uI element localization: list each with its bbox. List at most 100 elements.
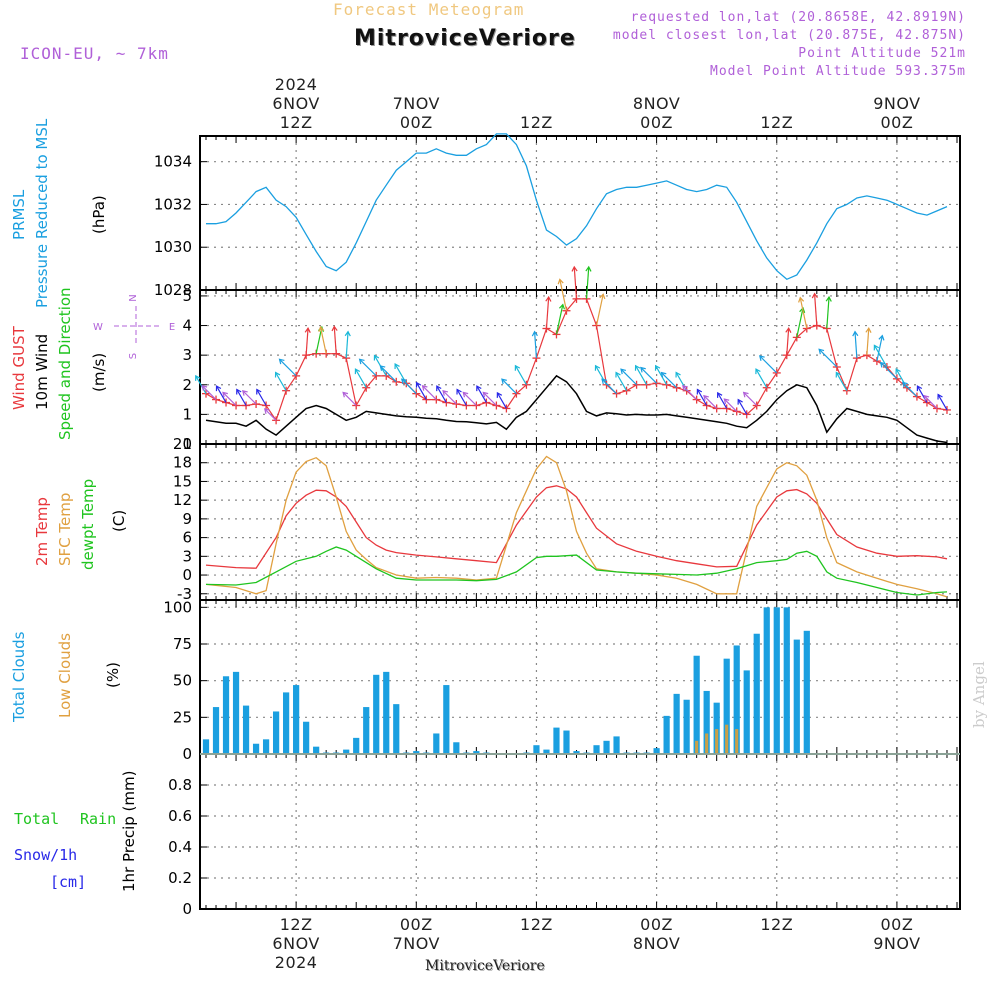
y-tick-label: 2	[182, 376, 192, 394]
wind-arrow	[456, 389, 467, 406]
bar-total-clouds	[693, 655, 700, 753]
bar-total-clouds	[383, 671, 390, 753]
wind-arrow	[222, 391, 237, 406]
bar-low-clouds	[695, 740, 699, 753]
y-tick-label: 1034	[154, 153, 192, 171]
bar-total-clouds	[673, 693, 680, 753]
wind-arrowhead	[342, 391, 349, 398]
wind-arrow	[476, 385, 487, 403]
time-label-top: 8NOV	[633, 94, 680, 113]
y-tick-label: 0.8	[168, 776, 192, 794]
wind-arrowhead	[318, 325, 325, 332]
wind-arrowhead	[501, 378, 507, 385]
wind-arrowhead	[263, 408, 270, 414]
wind-arrow	[585, 266, 590, 299]
wind-arrowhead	[785, 327, 792, 333]
compass-n: N	[128, 294, 139, 301]
wind-arrowhead	[654, 364, 661, 371]
y-tick-label: 0	[182, 900, 192, 918]
wind-arrow	[696, 389, 708, 406]
bar-total-clouds	[683, 699, 690, 753]
wind-arrowhead	[476, 385, 482, 392]
series-line-sfc	[205, 455, 948, 598]
wind-arrowhead	[421, 384, 428, 391]
y-tick-label: 0.6	[168, 807, 192, 825]
wind-arrowhead	[742, 391, 749, 398]
panel-frame	[199, 599, 961, 755]
wind-arrowhead	[852, 330, 859, 337]
wind-arrowhead	[755, 368, 761, 375]
bar-total-clouds	[783, 607, 790, 753]
wind-arrowhead	[400, 378, 407, 385]
wind-arrow	[442, 390, 457, 405]
wind-arrow	[422, 385, 437, 401]
time-label-top: 00Z	[400, 113, 433, 132]
wind-arrowhead	[442, 389, 449, 396]
bar-total-clouds	[663, 715, 670, 753]
time-label-top: 6NOV	[272, 94, 319, 113]
wind-arrow	[533, 331, 538, 359]
wind-arrowhead	[599, 293, 606, 300]
time-label-bottom: 8NOV	[633, 934, 680, 953]
series-line-prmsl	[206, 133, 948, 281]
wind-arrowhead	[304, 327, 311, 333]
wind-arrow	[436, 385, 447, 403]
wind-arrow	[640, 367, 658, 384]
wind-arrowhead	[456, 388, 462, 395]
wind-arrow	[256, 389, 267, 406]
bar-low-clouds	[705, 733, 709, 753]
wind-arrowhead	[825, 295, 832, 302]
wind-arrowhead	[594, 364, 601, 371]
wind-arrowhead	[585, 265, 592, 272]
panel-frame	[199, 135, 961, 291]
bar-total-clouds	[343, 749, 350, 753]
wind-arrow	[545, 297, 550, 329]
wind-arrowhead	[354, 368, 361, 375]
compass-s: S	[128, 353, 139, 359]
y-tick-label: 3	[182, 547, 192, 565]
wind-arrow	[275, 372, 287, 391]
y-tick-label: 50	[173, 672, 192, 690]
label-rain: Rain	[80, 810, 117, 828]
wind-arrow	[496, 392, 507, 409]
wind-arrow	[635, 365, 648, 386]
wind-arrowhead	[514, 364, 521, 371]
bar-total-clouds	[252, 743, 260, 753]
time-label-bottom: 12Z	[520, 915, 553, 934]
bar-total-clouds	[433, 733, 440, 753]
wind-arrowhead	[937, 393, 943, 400]
wind-arrowhead	[703, 394, 709, 401]
bar-total-clouds	[733, 645, 740, 753]
bar-total-clouds	[563, 730, 570, 753]
wind-arrowhead	[916, 385, 923, 392]
bar-total-clouds	[313, 746, 320, 753]
wind-arrowhead	[640, 366, 646, 373]
y-tick-label: 75	[173, 635, 192, 653]
wind-arrow	[514, 365, 527, 386]
y-tick-label: 1	[182, 405, 192, 423]
wind-arrow	[615, 372, 628, 391]
bar-total-clouds	[272, 711, 280, 753]
bar-total-clouds	[713, 702, 720, 753]
wind-arrow	[379, 365, 397, 383]
footer-title: MitroviceVeriore	[425, 958, 545, 974]
wind-arrowhead	[878, 334, 885, 341]
wind-arrow	[601, 378, 617, 395]
bar-total-clouds	[262, 739, 270, 753]
bar-low-clouds	[715, 729, 719, 753]
wind-arrowhead	[571, 265, 578, 272]
wind-arrow	[703, 395, 718, 409]
y-tick-label: 1030	[154, 238, 192, 256]
bar-total-clouds	[553, 727, 560, 753]
wind-arrow	[236, 389, 247, 406]
wind-arrowhead	[895, 368, 901, 375]
wind-arrow	[319, 326, 327, 354]
wind-arrow	[661, 372, 678, 389]
bar-total-clouds	[212, 707, 220, 753]
bar-low-clouds	[735, 729, 739, 753]
series-line-wind10	[205, 374, 948, 444]
time-label-top: 00Z	[881, 113, 914, 132]
bar-total-clouds	[453, 742, 460, 753]
y-tick-label: 21	[173, 435, 192, 453]
bar-total-clouds	[473, 751, 480, 753]
